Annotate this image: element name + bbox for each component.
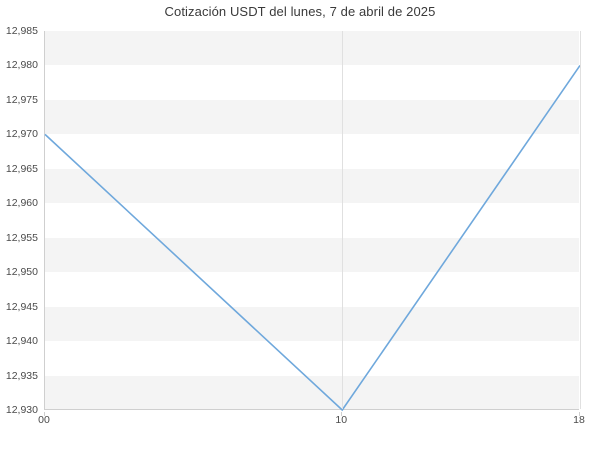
y-axis-labels: 12,930 12,935 12,940 12,945 12,950 12,955 12,9…	[0, 25, 42, 416]
x-tick-label: 10	[335, 414, 348, 426]
chart-title: Cotización USDT del lunes, 7 de abril de…	[164, 4, 436, 19]
x-gridline	[580, 31, 581, 409]
plot-area	[44, 31, 581, 412]
y-tick-label: 12,935	[5, 369, 38, 382]
x-tick-mark	[44, 412, 45, 416]
grid-band	[45, 168, 579, 204]
series-line-usdt	[44, 64, 581, 412]
x-tick-label: 18	[573, 414, 585, 426]
grid-band	[45, 31, 579, 66]
grid-band	[45, 237, 579, 273]
x-gridline	[342, 31, 344, 409]
y-tick-label: 12,930	[5, 404, 38, 416]
y-tick-label: 12,945	[5, 300, 38, 313]
grid-band	[45, 306, 579, 342]
y-tick-label: 12,940	[5, 335, 38, 348]
x-tick-label: 00	[38, 414, 50, 426]
horizontal-bands	[45, 31, 579, 409]
y-tick-label: 12,975	[5, 93, 38, 106]
y-tick-label: 12,950	[5, 266, 38, 279]
x-tick-mark	[579, 412, 580, 416]
y-tick-label: 12,960	[5, 197, 38, 210]
grid-band	[45, 99, 579, 135]
x-tick-mark	[341, 412, 343, 416]
y-tick-label: 12,955	[5, 231, 38, 244]
y-tick-label: 12,970	[5, 128, 38, 141]
y-tick-label: 12,980	[5, 59, 38, 72]
x-axis-labels: 00 10 18	[38, 412, 585, 432]
y-tick-label: 12,985	[5, 25, 38, 37]
y-tick-label: 12,965	[5, 162, 38, 175]
